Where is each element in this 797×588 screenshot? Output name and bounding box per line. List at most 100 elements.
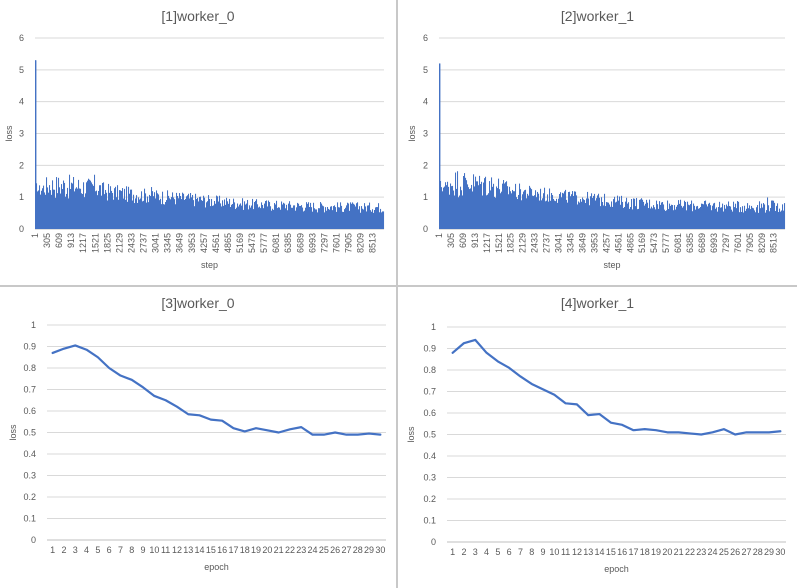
bar — [636, 197, 638, 229]
bar — [673, 210, 675, 229]
bar — [376, 207, 378, 229]
bar — [160, 198, 162, 229]
bar — [209, 198, 211, 229]
bar — [498, 178, 500, 229]
x-tick-label: 2 — [61, 545, 66, 555]
bar — [231, 204, 233, 229]
bar — [221, 206, 223, 229]
bar — [538, 193, 540, 229]
bar — [119, 190, 121, 229]
x-tick-label: 10 — [149, 545, 159, 555]
bar — [359, 206, 361, 229]
bar — [499, 189, 501, 229]
bar — [286, 204, 288, 229]
bar — [328, 208, 330, 229]
bar — [463, 176, 465, 229]
bar — [347, 202, 349, 229]
bar — [186, 196, 188, 229]
bar — [57, 193, 59, 229]
y-tick-label: 4 — [19, 97, 24, 107]
bar — [235, 209, 237, 229]
bar — [771, 200, 773, 229]
bar — [360, 212, 362, 229]
bar — [255, 200, 257, 229]
bar — [125, 199, 127, 229]
bar — [250, 207, 252, 229]
bar — [234, 202, 236, 229]
x-tick-label: 23 — [696, 547, 706, 557]
bar — [564, 191, 566, 229]
bar — [454, 195, 456, 229]
line-series — [451, 338, 782, 436]
bar — [727, 206, 729, 229]
x-tick-label: 18 — [240, 545, 250, 555]
bar — [296, 207, 298, 229]
bar — [645, 203, 647, 229]
bar — [476, 181, 478, 229]
bar — [721, 207, 723, 229]
bar — [239, 204, 241, 229]
bar — [72, 183, 74, 229]
bar — [191, 197, 193, 229]
bar — [471, 184, 473, 229]
bar — [679, 203, 681, 229]
bar — [133, 194, 135, 229]
bar — [694, 205, 696, 229]
x-tick-label: 30 — [775, 547, 785, 557]
bar — [61, 184, 63, 229]
bar — [240, 203, 242, 229]
x-tick-label: 1 — [450, 547, 455, 557]
bar — [300, 205, 302, 229]
bar — [449, 194, 451, 229]
bar — [607, 202, 609, 229]
bar — [462, 195, 464, 229]
bar — [108, 183, 110, 229]
bar — [315, 209, 317, 229]
bar — [127, 201, 129, 229]
bar — [534, 195, 536, 229]
x-tick-label: 20 — [662, 547, 672, 557]
x-tick-label: 1217 — [482, 233, 492, 253]
bar — [339, 207, 341, 229]
y-tick-label: 1 — [431, 322, 436, 332]
bar — [362, 208, 364, 229]
y-tick-label: 0.3 — [423, 473, 436, 483]
bar — [719, 201, 721, 229]
bar — [758, 212, 760, 229]
bar — [277, 208, 279, 229]
bar — [181, 199, 183, 229]
bar — [490, 190, 492, 229]
bar — [254, 202, 256, 229]
bar — [767, 197, 769, 229]
bar — [309, 207, 311, 229]
bar — [341, 205, 343, 229]
x-tick-label: 3345 — [565, 233, 575, 253]
bar — [440, 180, 442, 229]
bar — [124, 188, 126, 229]
bar — [507, 186, 509, 229]
bar — [303, 211, 305, 229]
x-axis-label: epoch — [604, 564, 629, 574]
bar — [698, 208, 700, 229]
bar — [111, 190, 113, 229]
bar — [227, 201, 229, 229]
bar — [466, 180, 468, 229]
bar — [260, 208, 262, 229]
x-tick-label: 1 — [30, 233, 40, 238]
chart-panel-4: [4]worker_1 0 0.1 0.2 0.3 0.4 0.5 0.6 0.7 0.8 0.9 1… — [398, 288, 797, 588]
y-tick-label: 0.6 — [23, 406, 36, 416]
bar — [140, 198, 142, 229]
bar — [770, 207, 772, 229]
x-tick-label: 1521 — [494, 233, 504, 253]
bar — [143, 200, 145, 229]
bar-spike — [35, 60, 37, 230]
bar — [626, 197, 628, 229]
bar — [374, 210, 376, 229]
bar — [47, 187, 49, 229]
bar — [349, 210, 351, 229]
chart-title: [4]worker_1 — [561, 295, 634, 311]
bar — [326, 210, 328, 229]
bar — [550, 200, 552, 229]
bar — [595, 200, 597, 229]
x-tick-label: 4865 — [625, 233, 635, 253]
